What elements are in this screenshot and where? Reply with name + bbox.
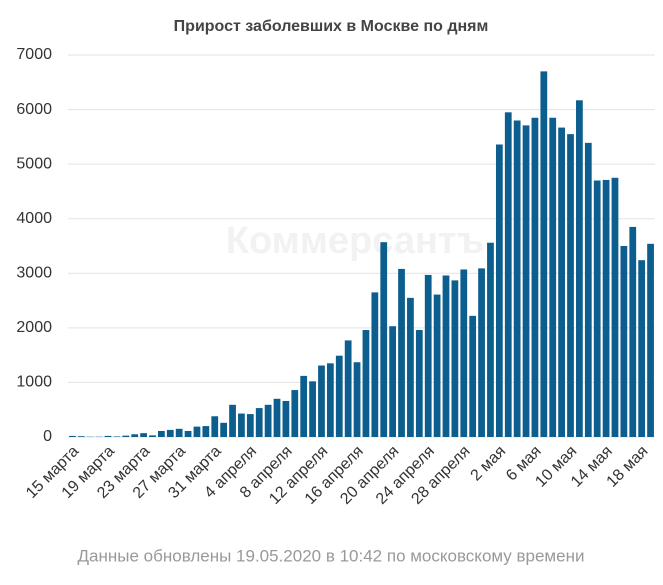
bar [549,117,557,437]
bar [647,243,654,437]
chart-title: Прирост заболевших в Москве по дням [174,18,489,35]
bar [353,362,361,437]
bar [389,326,397,437]
bar [558,127,565,437]
bar [122,435,130,437]
bar [69,435,76,437]
bar [255,408,263,437]
bar [415,330,423,437]
bar [193,426,201,437]
bar [291,390,299,437]
bar [282,400,290,437]
bar [166,429,174,437]
y-tick-label: 7000 [16,46,52,63]
y-tick-label: 0 [43,428,52,445]
bar [451,280,459,437]
bar [220,422,228,437]
bar [407,297,414,437]
bar [495,144,503,438]
bar [442,275,450,437]
bar [318,365,325,437]
bar [487,242,494,437]
bar [380,242,388,437]
bar [398,268,405,437]
bar [504,112,512,438]
bar [104,435,112,437]
bar [584,142,592,438]
x-tick-label: 2 мая [468,443,510,485]
y-tick-label: 4000 [16,210,52,227]
bar [211,416,219,437]
bar [175,428,183,437]
bar [513,120,521,437]
bar [638,260,646,437]
bar [113,436,121,437]
footnote: Данные обновлены 19.05.2020 в 10:42 по м… [78,546,585,565]
bar [149,435,156,437]
y-tick-label: 3000 [16,265,52,282]
bar [593,180,601,437]
y-tick-label: 2000 [16,319,52,336]
bar [344,340,352,437]
bar [246,414,254,437]
bar [629,226,637,437]
y-tick-label: 1000 [16,374,52,391]
bar [540,71,548,437]
bar [611,177,619,438]
watermark: Коммерсантъ [226,220,484,262]
bar [469,315,477,437]
bar [424,274,432,437]
bar [184,430,192,437]
bar [460,269,468,437]
bar [335,355,343,437]
bar [371,292,379,437]
bar [238,413,245,437]
bar [531,117,539,437]
bar [602,179,610,437]
bar [522,125,530,437]
bar [202,426,210,437]
bar [77,436,85,437]
bar [229,404,236,437]
bar [264,404,272,437]
bar [140,433,147,437]
bar [273,398,281,437]
bar [576,100,583,438]
bar [478,268,485,437]
y-tick-label: 6000 [16,101,52,118]
bar [131,434,139,437]
y-tick-label: 5000 [16,155,52,172]
bar [433,294,441,437]
bar [567,134,574,437]
bar [362,330,370,437]
bar [309,381,316,437]
bar [158,430,165,437]
bar [300,375,308,437]
bar [326,363,334,437]
bar [620,246,628,437]
